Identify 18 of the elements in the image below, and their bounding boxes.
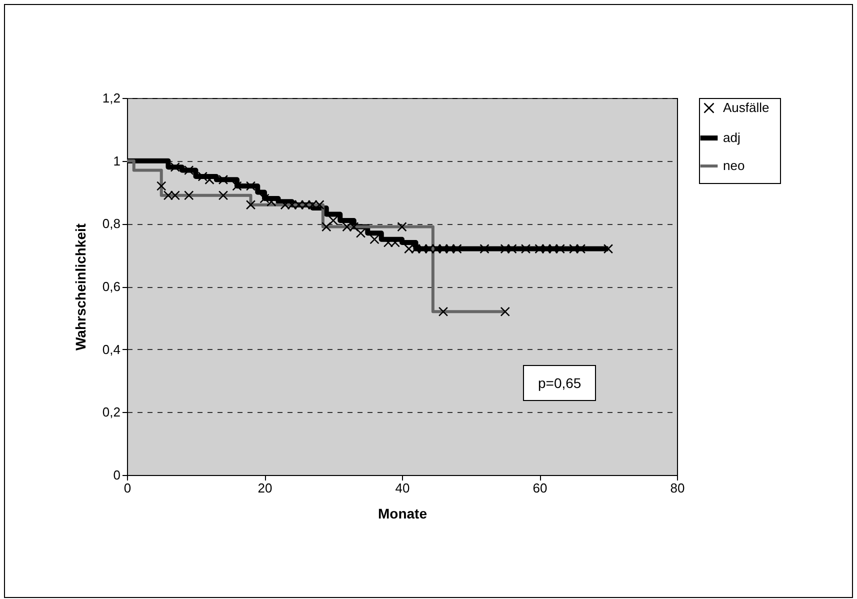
x-tick-label: 0 <box>124 480 132 496</box>
y-tick-label: 0,2 <box>102 404 120 420</box>
y-tick-label: 0 <box>113 468 120 482</box>
y-axis-title: Wahrscheinlichkeit <box>72 223 88 351</box>
y-tick-label: 0,4 <box>102 342 120 357</box>
y-tick-label: 0,8 <box>102 216 120 232</box>
x-axis-title: Monate <box>378 506 428 522</box>
legend-label: adj <box>723 130 740 145</box>
y-tick-label: 1 <box>113 153 120 168</box>
x-tick-label: 80 <box>670 480 685 496</box>
annotation: p=0,65 <box>523 365 596 401</box>
x-tick-label: 60 <box>532 480 548 496</box>
x-tick-label: 40 <box>395 480 410 496</box>
legend-label: neo <box>723 158 745 173</box>
y-tick-label: 1,2 <box>102 90 120 106</box>
x-tick-label: 20 <box>258 480 272 496</box>
y-tick-label: 0,6 <box>102 279 120 294</box>
legend-label: Ausfälle <box>723 100 770 115</box>
